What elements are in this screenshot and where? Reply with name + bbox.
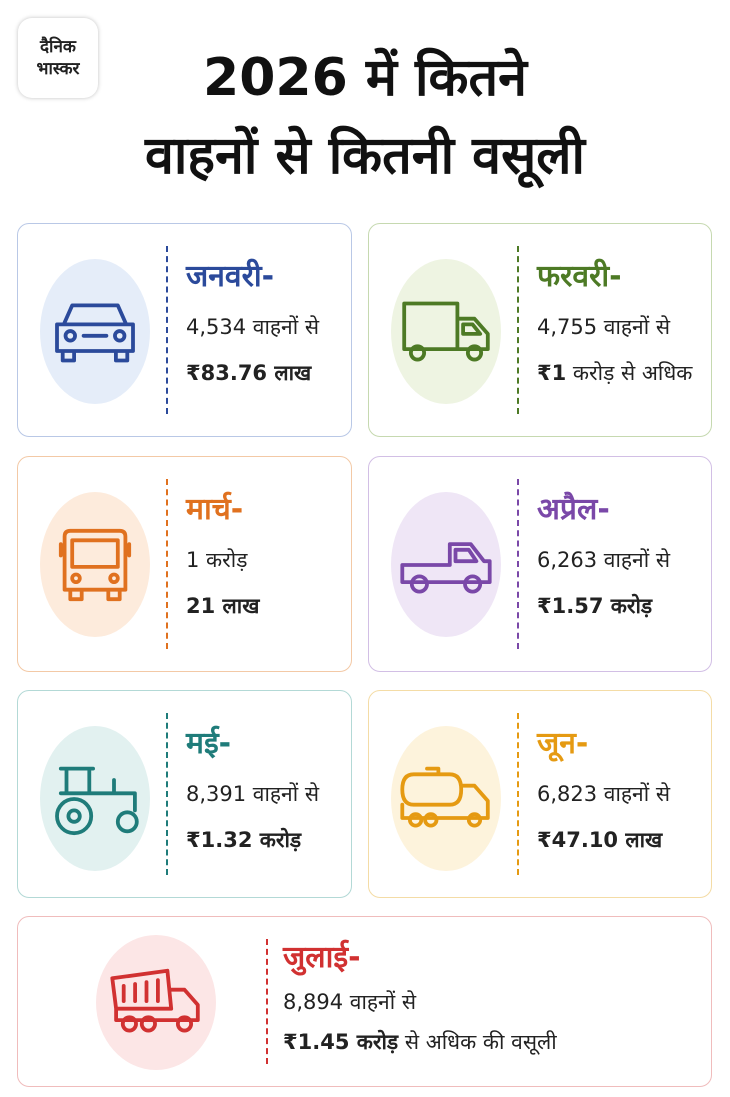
amount: ₹1.57 करोड़ bbox=[537, 594, 653, 618]
amount: ₹1 bbox=[537, 361, 567, 385]
l2: ₹1.45 करोड़ से अधिक की वसूली bbox=[283, 1028, 557, 1056]
month: फरवरी- bbox=[537, 259, 622, 294]
tractor-icon bbox=[55, 766, 139, 835]
amount: ₹1.32 करोड़ bbox=[186, 828, 302, 852]
l2: ₹1.57 करोड़ bbox=[537, 592, 670, 620]
car-icon bbox=[55, 303, 135, 362]
line: 6,263 वाहनों से bbox=[537, 548, 671, 572]
txt: जून- 6,823 वाहनों से ₹47.10 लाख bbox=[537, 721, 670, 854]
line: 4,755 वाहनों से bbox=[537, 315, 671, 339]
card: फरवरी- 4,755 वाहनों से ₹1 करोड़ से अधिक bbox=[368, 223, 712, 437]
line: 6,823 वाहनों से bbox=[537, 782, 671, 806]
txt: जुलाई- 8,894 वाहनों से ₹1.45 करोड़ से अधिक… bbox=[283, 935, 557, 1056]
line: 8,894 वाहनों से bbox=[283, 990, 417, 1014]
month: जुलाई- bbox=[283, 940, 361, 975]
txt: फरवरी- 4,755 वाहनों से ₹1 करोड़ से अधिक bbox=[537, 254, 692, 387]
circle bbox=[391, 726, 501, 871]
dash bbox=[166, 246, 168, 414]
line: 8,391 वाहनों से bbox=[186, 782, 320, 806]
dash bbox=[517, 246, 519, 414]
l2: ₹47.10 लाख bbox=[537, 826, 670, 854]
bus-icon bbox=[58, 528, 132, 601]
month: जून- bbox=[537, 726, 589, 761]
circle bbox=[391, 259, 501, 404]
txt: अप्रैल- 6,263 वाहनों से ₹1.57 करोड़ bbox=[537, 487, 670, 620]
card: जून- 6,823 वाहनों से ₹47.10 लाख bbox=[368, 690, 712, 898]
card: मई- 8,391 वाहनों से ₹1.32 करोड़ bbox=[17, 690, 352, 898]
logo-text: दैनिक bbox=[40, 37, 76, 57]
amount: ₹1.45 करोड़ bbox=[283, 1030, 399, 1054]
dash bbox=[166, 713, 168, 875]
txt: जनवरी- 4,534 वाहनों से ₹83.76 लाख bbox=[186, 254, 319, 387]
title: 2026 में कितने bbox=[203, 48, 527, 108]
dash bbox=[517, 713, 519, 875]
month: मार्च- bbox=[186, 492, 244, 527]
l2: ₹1.32 करोड़ bbox=[186, 826, 319, 854]
circle bbox=[40, 259, 150, 404]
card: जनवरी- 4,534 वाहनों से ₹83.76 लाख bbox=[17, 223, 352, 437]
logo: दैनिक भास्कर bbox=[18, 18, 98, 98]
l2: 21 लाख bbox=[186, 592, 259, 620]
line: करोड़ से अधिक bbox=[572, 361, 693, 385]
dumper-icon bbox=[110, 968, 200, 1032]
month: मई- bbox=[186, 726, 232, 761]
line: 1 करोड़ bbox=[186, 548, 248, 572]
line: 4,534 वाहनों से bbox=[186, 315, 320, 339]
card: जुलाई- 8,894 वाहनों से ₹1.45 करोड़ से अधिक… bbox=[17, 916, 712, 1087]
line: से अधिक की वसूली bbox=[404, 1030, 557, 1054]
circle bbox=[96, 935, 216, 1070]
txt: मार्च- 1 करोड़ 21 लाख bbox=[186, 487, 259, 620]
logo-text: भास्कर bbox=[36, 59, 80, 79]
title: वाहनों से कितनी वसूली bbox=[145, 126, 585, 186]
dash bbox=[517, 479, 519, 649]
dash bbox=[266, 939, 268, 1064]
truck-icon bbox=[402, 301, 490, 361]
circle bbox=[40, 492, 150, 637]
card: मार्च- 1 करोड़ 21 लाख bbox=[17, 456, 352, 672]
txt: मई- 8,391 वाहनों से ₹1.32 करोड़ bbox=[186, 721, 319, 854]
amount: ₹83.76 लाख bbox=[186, 361, 312, 385]
circle bbox=[40, 726, 150, 871]
pickup-icon bbox=[400, 541, 492, 593]
l2: ₹83.76 लाख bbox=[186, 359, 319, 387]
circle bbox=[391, 492, 501, 637]
month: जनवरी- bbox=[186, 259, 275, 294]
l2: ₹1 करोड़ से अधिक bbox=[537, 359, 692, 387]
card: अप्रैल- 6,263 वाहनों से ₹1.57 करोड़ bbox=[368, 456, 712, 672]
dash bbox=[166, 479, 168, 649]
amount: ₹47.10 लाख bbox=[537, 828, 663, 852]
month: अप्रैल- bbox=[537, 492, 610, 527]
tanker-icon bbox=[400, 766, 490, 827]
amount: 21 लाख bbox=[186, 594, 260, 618]
